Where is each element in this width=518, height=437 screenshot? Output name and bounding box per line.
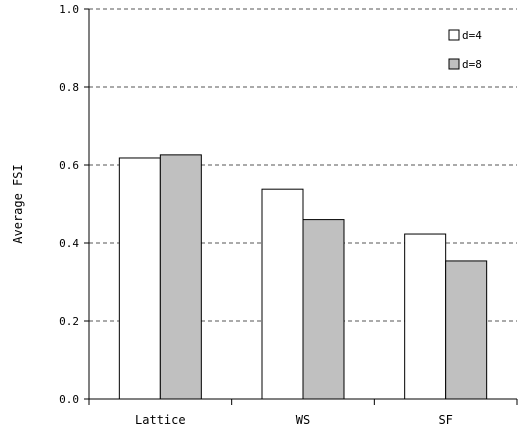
y-tick-label: 0.6: [59, 159, 79, 172]
y-tick-label: 1.0: [59, 3, 79, 16]
bar-d4-lattice: [118, 157, 161, 400]
bar-d8-sf: [445, 260, 488, 400]
x-axis-categories: Lattice WS SF: [135, 413, 453, 427]
x-category-label: WS: [296, 413, 310, 427]
bars: [118, 154, 488, 400]
y-axis-label: Average FSI: [11, 164, 25, 243]
legend-swatch: [448, 29, 460, 41]
y-axis-ticks: 0.0 0.2 0.4 0.6 0.8 1.0: [59, 3, 89, 406]
bar-d8-lattice: [159, 154, 202, 400]
bar-d4-ws: [261, 188, 304, 400]
y-tick-label: 0.8: [59, 81, 79, 94]
y-tick-label: 0.0: [59, 393, 79, 406]
legend-label: d=4: [462, 29, 482, 42]
legend-label: d=8: [462, 58, 482, 71]
axes: [88, 9, 518, 405]
x-category-label: Lattice: [135, 413, 186, 427]
legend: d=4 d=8: [448, 29, 482, 71]
bar-d4-sf: [404, 233, 447, 400]
bar-d8-ws: [302, 219, 345, 400]
legend-swatch: [448, 58, 460, 70]
x-category-label: SF: [438, 413, 452, 427]
y-tick-label: 0.2: [59, 315, 79, 328]
y-tick-label: 0.4: [59, 237, 79, 250]
